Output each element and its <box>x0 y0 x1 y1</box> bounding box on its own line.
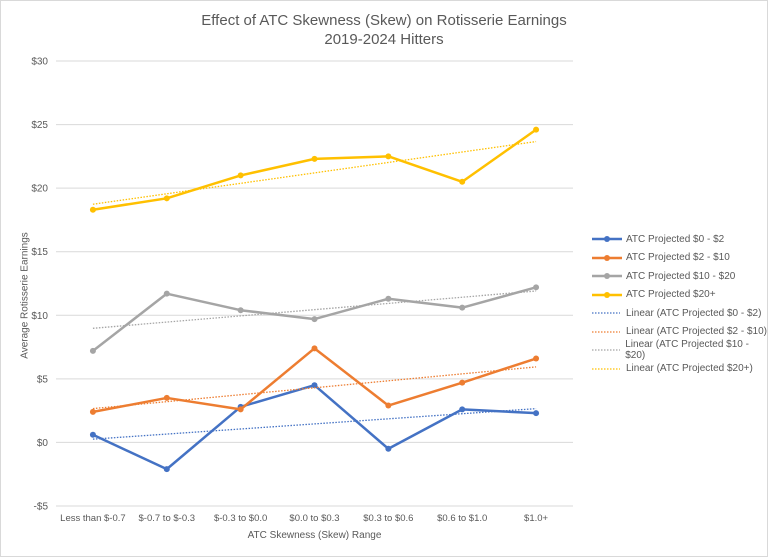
chart-title: Effect of ATC Skewness (Skew) on Rotisse… <box>201 12 567 29</box>
legend-swatch <box>592 368 620 370</box>
data-point <box>385 153 392 160</box>
legend-item: ATC Projected $0 - $2 <box>592 230 768 249</box>
data-point <box>237 307 244 314</box>
series-line-3 <box>92 128 537 211</box>
data-point <box>163 290 170 297</box>
legend-item: ATC Projected $10 - $20 <box>592 267 768 286</box>
data-point <box>237 172 244 179</box>
data-point <box>533 410 540 417</box>
data-point <box>459 406 466 413</box>
x-tick-label: Less than $-0.7 <box>60 513 126 524</box>
x-tick-label: $0.6 to $1.0 <box>437 513 487 524</box>
trendline-3 <box>92 140 537 205</box>
data-point <box>459 379 466 386</box>
y-tick-label: $25 <box>31 120 48 131</box>
legend-label: Linear (ATC Projected $2 - $10) <box>626 326 767 338</box>
chart-subtitle: 2019-2024 Hitters <box>324 31 444 48</box>
y-tick-label: $30 <box>31 57 48 68</box>
data-point <box>533 355 540 362</box>
legend-item: ATC Projected $2 - $10 <box>592 249 768 268</box>
legend-label: ATC Projected $2 - $10 <box>626 252 730 264</box>
legend-label: Linear (ATC Projected $10 - $20) <box>625 339 749 362</box>
legend-item-trend: Linear (ATC Projected $0 - $2) <box>592 304 768 323</box>
legend-item: ATC Projected $20+ <box>592 286 768 305</box>
x-tick-label: $0.3 to $0.6 <box>363 513 413 524</box>
x-axis-label: ATC Skewness (Skew) Range <box>247 530 382 541</box>
legend-item-trend: Linear (ATC Projected $20+) <box>592 360 768 379</box>
data-point <box>89 431 96 438</box>
data-point <box>163 466 170 473</box>
data-point <box>459 178 466 185</box>
x-tick-label: $-0.7 to $-0.3 <box>139 513 196 524</box>
legend-label: Linear (ATC Projected $20+) <box>626 363 753 375</box>
x-tick-label: $0.0 to $0.3 <box>289 513 339 524</box>
legend-swatch <box>592 331 620 333</box>
legend-swatch <box>592 349 620 351</box>
legend-item-trend: Linear (ATC Projected $2 - $10) <box>592 323 768 342</box>
data-point <box>533 126 540 133</box>
legend-label: ATC Projected $0 - $2 <box>626 233 725 245</box>
legend-swatch <box>592 312 620 314</box>
data-point <box>311 155 318 162</box>
data-point <box>385 402 392 409</box>
data-point <box>311 316 318 323</box>
data-point <box>89 206 96 213</box>
legend-label: Linear (ATC Projected $0 - $2) <box>626 307 762 319</box>
data-point <box>311 382 318 389</box>
data-point <box>385 445 392 452</box>
data-point <box>533 284 540 291</box>
y-tick-label: -$5 <box>34 502 49 513</box>
y-tick-label: $20 <box>31 184 48 195</box>
data-point <box>89 408 96 415</box>
y-tick-label: $15 <box>31 247 48 258</box>
legend-item-trend: Linear (ATC Projected $10 - $20) <box>592 339 768 362</box>
data-point <box>163 394 170 401</box>
data-point <box>237 406 244 413</box>
data-point <box>89 347 96 354</box>
legend-swatch <box>592 273 622 280</box>
trendline-0 <box>92 407 537 440</box>
data-point <box>459 304 466 311</box>
data-point <box>311 345 318 352</box>
y-tick-label: $5 <box>37 374 49 385</box>
y-tick-label: $10 <box>31 311 48 322</box>
data-point <box>385 295 392 302</box>
legend-label: ATC Projected $10 - $20 <box>626 270 736 282</box>
legend-swatch <box>592 254 622 261</box>
legend-swatch <box>592 291 622 298</box>
legend-label: ATC Projected $20+ <box>626 289 716 301</box>
series-line-0 <box>92 383 537 471</box>
legend-swatch <box>592 236 622 243</box>
x-tick-label: $-0.3 to $0.0 <box>214 513 267 524</box>
data-point <box>163 195 170 202</box>
x-tick-label: $1.0+ <box>524 513 548 524</box>
legend: ATC Projected $0 - $2 ATC Projected $2 - … <box>592 230 768 378</box>
trendline-2 <box>92 290 537 329</box>
y-tick-label: $0 <box>37 438 49 449</box>
trendline-1 <box>92 366 537 410</box>
